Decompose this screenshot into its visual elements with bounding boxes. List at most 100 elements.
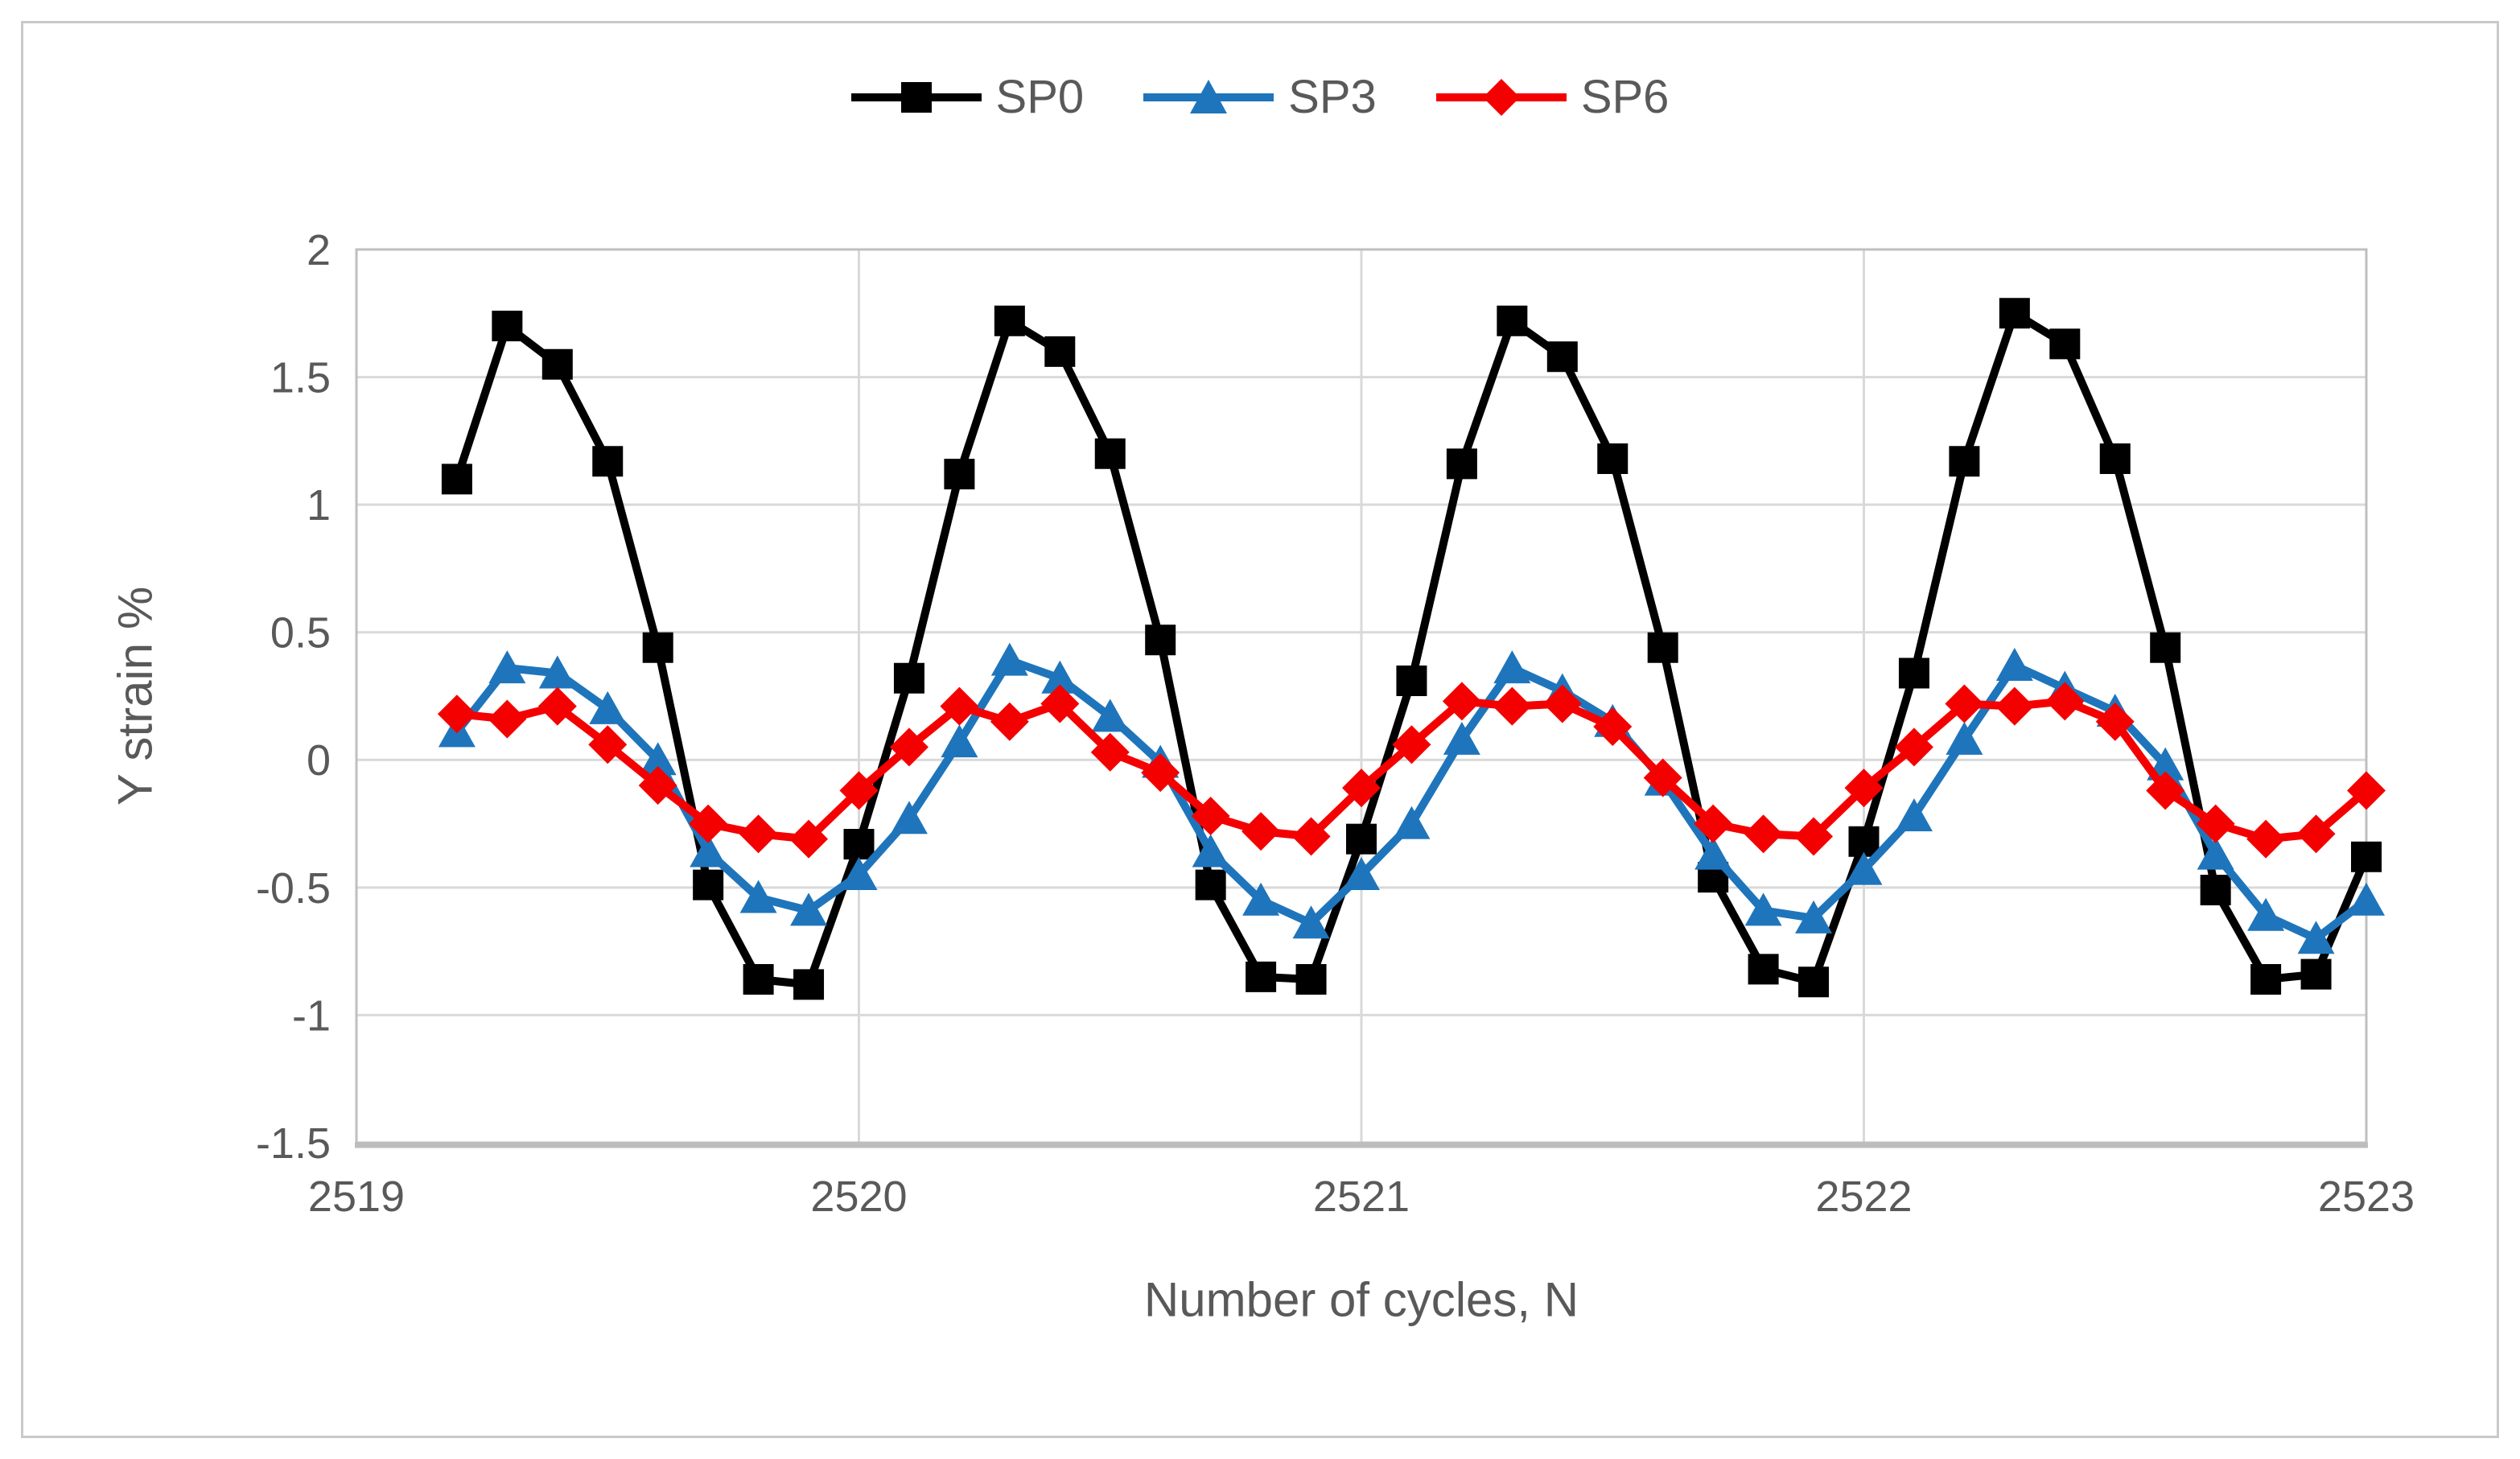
- diamond-marker: [1342, 769, 1381, 808]
- diamond-marker: [1995, 686, 2034, 726]
- series-SP6: [437, 682, 2386, 859]
- triangle-marker: [1895, 798, 1933, 832]
- diamond-marker: [2146, 771, 2185, 810]
- square-marker: [1748, 954, 1779, 985]
- triangle-marker: [1946, 721, 1983, 755]
- black-square-marker-icon: [850, 82, 982, 113]
- triangle-marker: [2297, 921, 2335, 954]
- square-marker: [793, 969, 825, 1000]
- triangle-marker: [1694, 836, 1732, 870]
- diamond-marker: [1542, 684, 1582, 723]
- triangle-marker: [790, 892, 828, 926]
- triangle-marker: [990, 642, 1028, 676]
- legend-label: SP0: [995, 71, 1085, 123]
- legend: SP0 SP3 SP6: [0, 74, 2520, 121]
- triangle-marker: [639, 742, 677, 776]
- diamond-marker: [1090, 732, 1130, 772]
- diamond-marker: [2045, 682, 2085, 721]
- square-marker: [2250, 964, 2282, 995]
- diamond-marker: [1643, 758, 1682, 798]
- diamond-marker: [1241, 812, 1281, 851]
- triangle-marker: [2247, 897, 2285, 931]
- square-marker: [2099, 443, 2131, 475]
- diamond-marker: [1493, 686, 1532, 726]
- x-tick-label: 2519: [308, 1173, 405, 1221]
- x-tick-label: 2523: [2318, 1173, 2415, 1221]
- x-tick-label: 2520: [810, 1173, 907, 1221]
- square-marker: [492, 311, 523, 342]
- diamond-marker: [1141, 753, 1180, 793]
- triangle-marker: [1493, 650, 1531, 684]
- square-marker: [1698, 862, 1729, 893]
- diamond-marker: [2246, 819, 2286, 859]
- square-marker: [541, 348, 573, 380]
- square-marker: [642, 632, 673, 663]
- x-tick-label: 2522: [1815, 1173, 1912, 1221]
- diamond-marker: [1894, 727, 1933, 767]
- square-marker: [1848, 826, 1880, 857]
- diamond-marker: [2296, 814, 2336, 854]
- square-marker: [1396, 665, 1427, 696]
- diamond-marker: [940, 686, 979, 726]
- diamond-marker: [1694, 804, 1733, 843]
- square-marker: [2049, 328, 2081, 360]
- triangle-marker: [1995, 647, 2033, 681]
- triangle-marker: [1393, 806, 1431, 839]
- square-marker: [1346, 823, 1377, 855]
- y-tick-label: -1: [292, 991, 331, 1040]
- diamond-marker: [437, 694, 476, 734]
- square-marker: [893, 662, 924, 694]
- diamond-marker: [1794, 817, 1834, 856]
- legend-label: SP6: [1580, 71, 1670, 123]
- square-marker: [693, 869, 724, 901]
- x-tick-label: 2521: [1313, 1173, 1410, 1221]
- square-marker: [1999, 298, 2030, 329]
- diamond-marker: [2347, 771, 2386, 810]
- square-marker: [2150, 632, 2181, 663]
- diamond-marker: [1392, 725, 1431, 765]
- square-marker: [2351, 841, 2382, 872]
- triangle-marker: [1292, 905, 1330, 939]
- legend-item-sp6[interactable]: SP6: [1435, 71, 1670, 123]
- series-SP0: [441, 298, 2382, 1000]
- diamond-marker: [1844, 769, 1884, 808]
- square-marker: [1295, 964, 1327, 995]
- blue-triangle-marker-icon: [1143, 80, 1274, 113]
- triangle-marker: [488, 650, 526, 684]
- y-tick-label: -0.5: [256, 864, 331, 913]
- triangle-marker: [1795, 900, 1833, 934]
- triangle-marker: [1192, 834, 1229, 868]
- y-tick-label: 1: [307, 481, 331, 530]
- y-tick-labels: 2 1.5 1 0.5 0 -0.5 -1 -1.5: [256, 226, 331, 1168]
- triangle-marker: [690, 834, 727, 868]
- diamond-marker: [889, 727, 929, 767]
- square-marker: [592, 446, 624, 477]
- square-marker: [1094, 438, 1126, 469]
- y-axis-title: Y strain %: [108, 586, 163, 806]
- triangle-marker: [538, 655, 576, 689]
- diamond-marker: [588, 725, 628, 765]
- square-marker: [441, 464, 472, 495]
- diamond-marker: [1945, 684, 1984, 723]
- triangle-marker: [1744, 892, 1782, 926]
- diamond-marker: [789, 819, 829, 859]
- square-marker: [2200, 875, 2231, 906]
- triangle-marker: [1443, 721, 1480, 755]
- triangle-marker: [941, 724, 978, 758]
- diamond-marker: [990, 702, 1029, 741]
- legend-item-sp3[interactable]: SP3: [1143, 74, 1377, 121]
- square-marker: [1044, 336, 1076, 367]
- square-marker: [1647, 632, 1678, 663]
- square-marker: [994, 305, 1025, 336]
- triangle-marker: [1041, 660, 1079, 694]
- triangle-marker: [739, 880, 777, 913]
- square-marker: [1246, 961, 1277, 992]
- legend-item-sp0[interactable]: SP0: [850, 71, 1085, 123]
- triangle-marker: [840, 857, 878, 890]
- diamond-marker: [739, 814, 778, 854]
- diamond-marker: [537, 686, 577, 726]
- diamond-marker: [1593, 707, 1633, 747]
- diamond-marker: [2095, 702, 2135, 741]
